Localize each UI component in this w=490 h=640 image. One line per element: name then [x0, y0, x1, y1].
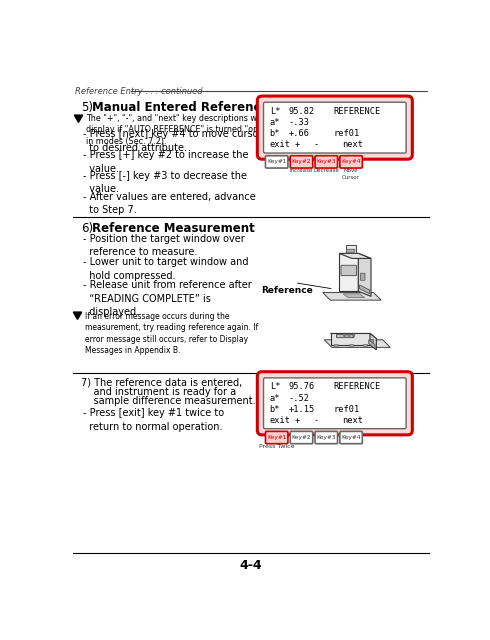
Text: The "+", "-", and "next" key descriptions will not
display if "AUTO REFERENCE" i: The "+", "-", and "next" key description… — [86, 114, 279, 146]
Text: Key#1: Key#1 — [267, 435, 286, 440]
Text: - Press [-] key #3 to decrease the
  value.: - Press [-] key #3 to decrease the value… — [83, 171, 247, 195]
Text: a*: a* — [270, 118, 280, 127]
Text: Manual Entered Reference: Manual Entered Reference — [92, 101, 269, 115]
Text: - Lower unit to target window and
  hold compressed.: - Lower unit to target window and hold c… — [83, 257, 248, 280]
FancyBboxPatch shape — [315, 431, 338, 444]
Text: 6): 6) — [81, 221, 94, 234]
FancyBboxPatch shape — [349, 344, 354, 346]
Text: and instrument is ready for a: and instrument is ready for a — [81, 387, 237, 397]
Text: - Press [next] key #4 to move cursor
  to desired attribute.: - Press [next] key #4 to move cursor to … — [83, 129, 263, 153]
Text: ref01: ref01 — [333, 129, 360, 138]
Polygon shape — [339, 253, 358, 291]
FancyBboxPatch shape — [266, 156, 288, 168]
Text: - Release unit from reference after
  “READING COMPLETE” is
  displayed.: - Release unit from reference after “REA… — [83, 280, 252, 317]
Text: L*: L* — [270, 383, 280, 392]
FancyBboxPatch shape — [340, 431, 362, 444]
Polygon shape — [331, 333, 370, 345]
Text: a*: a* — [270, 394, 280, 403]
Text: Reference Entry . . . continued: Reference Entry . . . continued — [75, 87, 203, 96]
Text: Key#3: Key#3 — [317, 159, 336, 164]
Text: +.66: +.66 — [288, 129, 309, 138]
Polygon shape — [323, 292, 381, 300]
Polygon shape — [369, 340, 375, 349]
Polygon shape — [324, 340, 391, 348]
Text: Press Twice: Press Twice — [259, 444, 294, 449]
Text: next: next — [343, 416, 364, 425]
Polygon shape — [345, 244, 356, 253]
FancyBboxPatch shape — [290, 156, 313, 168]
Polygon shape — [343, 294, 365, 298]
Text: REFERENCE: REFERENCE — [333, 107, 381, 116]
Text: b*: b* — [270, 404, 280, 413]
Text: Move
Cursor: Move Cursor — [342, 168, 360, 180]
Text: Increase: Increase — [290, 168, 313, 173]
Text: - Press [exit] key #1 twice to
  return to normal operation.: - Press [exit] key #1 twice to return to… — [83, 408, 224, 431]
Text: If an error message occurs during the
measurement, try reading reference again. : If an error message occurs during the me… — [84, 312, 258, 355]
Text: -.33: -.33 — [288, 118, 309, 127]
FancyBboxPatch shape — [341, 265, 357, 276]
Text: Key#4: Key#4 — [342, 159, 361, 164]
FancyBboxPatch shape — [315, 156, 338, 168]
FancyBboxPatch shape — [370, 340, 373, 344]
FancyBboxPatch shape — [257, 96, 412, 159]
Text: sample difference measurement.: sample difference measurement. — [81, 396, 256, 406]
Text: 5): 5) — [81, 101, 94, 115]
Text: -: - — [313, 416, 318, 425]
Text: Reference: Reference — [261, 286, 313, 295]
FancyBboxPatch shape — [264, 378, 406, 429]
Text: REFERENCE: REFERENCE — [333, 383, 381, 392]
FancyBboxPatch shape — [340, 156, 362, 168]
Text: next: next — [343, 140, 364, 149]
Polygon shape — [360, 285, 370, 294]
FancyBboxPatch shape — [290, 431, 313, 444]
Text: 95.82: 95.82 — [288, 107, 315, 116]
Text: +: + — [294, 140, 300, 149]
Text: Key#4: Key#4 — [342, 435, 361, 440]
Text: +: + — [294, 416, 300, 425]
Text: - Position the target window over
  reference to measure.: - Position the target window over refere… — [83, 234, 245, 257]
Text: Key#1: Key#1 — [267, 159, 286, 164]
Polygon shape — [370, 333, 376, 350]
Text: exit: exit — [270, 140, 291, 149]
Text: Key#2: Key#2 — [292, 159, 311, 164]
Polygon shape — [331, 333, 376, 339]
FancyBboxPatch shape — [337, 334, 354, 338]
Circle shape — [352, 335, 354, 337]
Text: L*: L* — [270, 107, 280, 116]
Text: Key#2: Key#2 — [292, 435, 311, 440]
Text: - After values are entered, advance
  to Step 7.: - After values are entered, advance to S… — [83, 191, 256, 215]
Text: +1.15: +1.15 — [288, 404, 315, 413]
Text: Decrease: Decrease — [314, 168, 339, 173]
Text: 4-4: 4-4 — [240, 559, 263, 572]
Text: ref01: ref01 — [333, 404, 360, 413]
Text: -.52: -.52 — [288, 394, 309, 403]
Polygon shape — [339, 253, 371, 259]
Circle shape — [348, 335, 350, 337]
FancyBboxPatch shape — [334, 344, 339, 346]
FancyBboxPatch shape — [257, 372, 412, 435]
FancyBboxPatch shape — [364, 344, 368, 346]
FancyBboxPatch shape — [361, 273, 365, 280]
Text: Key#3: Key#3 — [317, 435, 336, 440]
Text: b*: b* — [270, 129, 280, 138]
FancyBboxPatch shape — [266, 431, 288, 444]
Text: 7) The reference data is entered,: 7) The reference data is entered, — [81, 378, 243, 388]
Text: -: - — [313, 140, 318, 149]
FancyBboxPatch shape — [264, 102, 406, 153]
Text: Reference Measurement: Reference Measurement — [92, 221, 255, 234]
Polygon shape — [358, 253, 371, 296]
Text: - Press [+] key #2 to increase the
  value.: - Press [+] key #2 to increase the value… — [83, 150, 248, 173]
Text: 95.76: 95.76 — [288, 383, 315, 392]
Circle shape — [343, 335, 345, 337]
Text: exit: exit — [270, 416, 291, 425]
FancyBboxPatch shape — [346, 249, 355, 253]
